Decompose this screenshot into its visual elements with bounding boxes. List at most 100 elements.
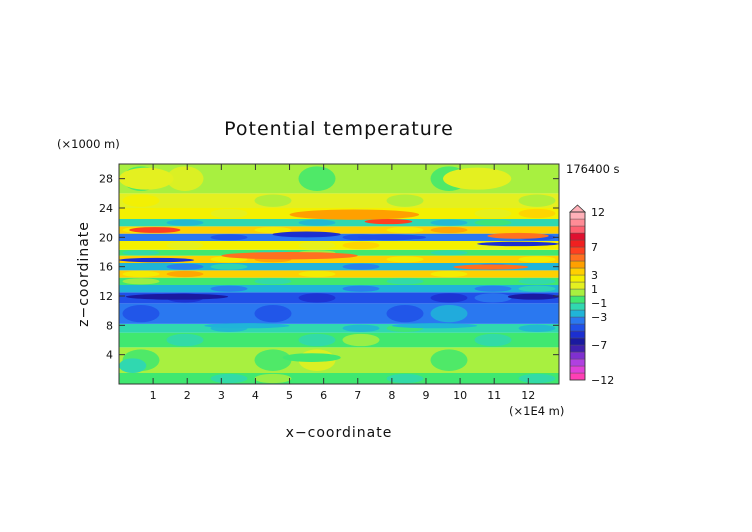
heatmap-cell <box>430 250 468 256</box>
heatmap-cell <box>518 256 556 263</box>
heatmap-band-15 <box>119 219 559 227</box>
y-tick-label: 4 <box>106 349 113 362</box>
heatmap-band-14 <box>119 226 559 234</box>
chart-title: Potential temperature <box>224 118 454 140</box>
x-tick-label: 9 <box>422 389 429 402</box>
heatmap-cell <box>474 333 512 347</box>
x-tick-label: 11 <box>487 389 501 402</box>
heatmap-feature-8 <box>364 219 413 225</box>
heatmap-cell <box>518 324 556 332</box>
heatmap-feature-10 <box>221 252 358 260</box>
colorbar-label: 7 <box>591 241 598 254</box>
heatmap-cell <box>342 241 380 250</box>
colorbar-label: −3 <box>591 311 607 324</box>
heatmap-feature-4 <box>357 234 426 241</box>
heatmap-cell <box>518 208 556 219</box>
x-tick-label: 10 <box>453 389 467 402</box>
heatmap-cell <box>166 166 204 191</box>
heatmap-cell <box>254 194 292 207</box>
colorbar-swatch <box>569 225 586 234</box>
heatmap-cell <box>430 226 468 234</box>
heatmap-field <box>119 164 559 384</box>
heatmap-feature-11 <box>453 264 529 270</box>
y-tick-label: 24 <box>99 202 113 215</box>
heatmap-cell <box>342 285 380 292</box>
heatmap-cell <box>430 219 468 226</box>
x-tick-label: 7 <box>354 389 361 402</box>
colorbar-swatch <box>569 372 586 381</box>
colorbar-extend-arrow <box>568 204 587 213</box>
heatmap-cell <box>210 234 248 241</box>
heatmap-cell <box>298 293 336 303</box>
heatmap-cell <box>474 285 512 292</box>
heatmap-cell <box>386 256 424 263</box>
heatmap-feature-17 <box>119 358 147 373</box>
heatmap-cell <box>430 304 468 323</box>
heatmap-cell <box>210 208 248 219</box>
colorbar-swatch <box>569 344 586 353</box>
heatmap-cell <box>166 263 204 270</box>
x-tick-label: 1 <box>150 389 157 402</box>
y-tick-label: 20 <box>99 231 113 244</box>
heatmap-cell <box>386 304 424 323</box>
heatmap-feature-5 <box>477 241 559 247</box>
heatmap-feature-9 <box>487 232 549 239</box>
colorbar-swatch <box>569 218 586 227</box>
heatmap-cell <box>166 270 204 278</box>
colorbar-swatch <box>569 365 586 374</box>
heatmap-cell <box>254 278 292 285</box>
x-tick-label: 3 <box>218 389 225 402</box>
heatmap-cell <box>342 333 380 347</box>
heatmap-cell <box>298 241 336 250</box>
heatmap-band-7 <box>119 277 559 285</box>
heatmap-cell <box>430 293 468 303</box>
x-tick-label: 6 <box>320 389 327 402</box>
colorbar-swatch <box>569 232 586 241</box>
colorbar-swatch <box>569 288 586 297</box>
heatmap-feature-12 <box>204 323 290 329</box>
colorbar-swatch <box>569 337 586 346</box>
heatmap-band-10 <box>119 255 559 263</box>
heatmap-cell <box>254 226 292 234</box>
heatmap-feature-1 <box>507 293 559 300</box>
colorbar-swatch <box>569 253 586 262</box>
heatmap-cell <box>430 349 468 371</box>
colorbar-swatch <box>569 323 586 332</box>
y-tick-label: 12 <box>99 290 113 303</box>
heatmap-cell <box>518 285 556 292</box>
heatmap-cell <box>518 373 556 384</box>
heatmap-cell <box>122 278 160 285</box>
heatmap-cell <box>254 304 292 323</box>
heatmap-band-3 <box>119 323 559 333</box>
colorbar-swatch <box>569 330 586 339</box>
colorbar-swatch <box>569 302 586 311</box>
heatmap-cell <box>386 194 424 207</box>
colorbar-swatch <box>569 351 586 360</box>
colorbar-swatch <box>569 316 586 325</box>
heatmap-cell <box>254 373 292 384</box>
x-tick-label: 8 <box>388 389 395 402</box>
heatmap-cell <box>474 219 512 226</box>
heatmap-cell <box>386 278 424 285</box>
colorbar-label: 3 <box>591 269 598 282</box>
heatmap-band-9 <box>119 263 559 271</box>
heatmap-band-11 <box>119 249 559 256</box>
heatmap-cell <box>342 263 380 270</box>
colorbar-swatch <box>569 281 586 290</box>
heatmap-cell <box>430 270 468 278</box>
x-tick-label: 4 <box>252 389 259 402</box>
heatmap-cell <box>166 241 204 250</box>
colorbar-frame <box>569 211 586 381</box>
heatmap-cell <box>518 278 556 285</box>
heatmap-feature-2 <box>119 257 195 263</box>
heatmap-band-12 <box>119 241 559 250</box>
heatmap-cell <box>298 333 336 347</box>
x-tick-label: 2 <box>184 389 191 402</box>
colorbar-swatch <box>569 239 586 248</box>
colorbar-swatch <box>569 274 586 283</box>
heatmap-cell <box>386 226 424 234</box>
heatmap-feature-6 <box>129 227 181 233</box>
heatmap-cell <box>474 293 512 303</box>
heatmap-band-13 <box>119 233 559 241</box>
colorbar-swatch <box>569 309 586 318</box>
